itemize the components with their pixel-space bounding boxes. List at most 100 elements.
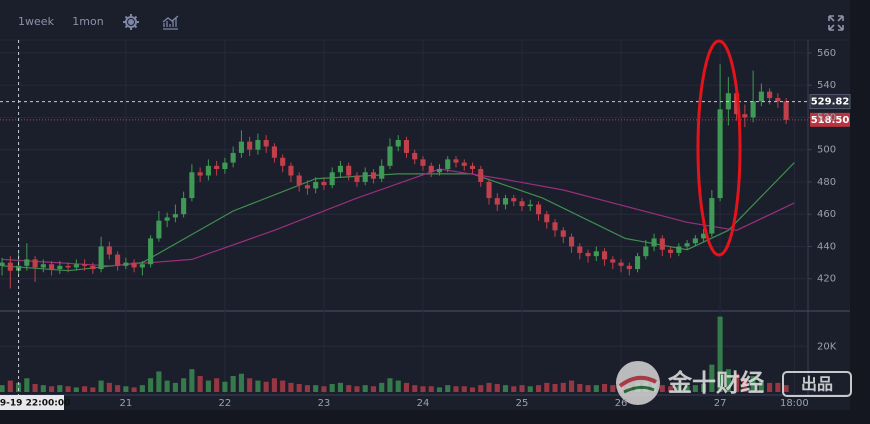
- volume-bar: [387, 378, 393, 392]
- ma-layer: [2, 162, 795, 272]
- volume-bar: [412, 385, 418, 392]
- fullscreen-icon[interactable]: [828, 15, 844, 31]
- candle-body: [247, 141, 253, 150]
- volume-bar: [610, 385, 616, 392]
- candle-body: [40, 264, 46, 268]
- candle-body: [445, 159, 451, 170]
- period-button[interactable]: 1mon: [72, 15, 103, 28]
- y-tick-label: 480: [817, 177, 836, 188]
- candle-body: [230, 152, 236, 163]
- candle-body: [494, 198, 500, 205]
- x-tick-label: 25: [516, 398, 529, 409]
- volume-bar: [717, 316, 723, 392]
- candle-body: [668, 249, 674, 253]
- volume-bar: [346, 385, 352, 392]
- candle-body: [519, 201, 525, 207]
- candle-body: [321, 181, 327, 186]
- volume-bar: [552, 384, 558, 392]
- candle-body: [610, 259, 616, 263]
- watermark: 金十财经 出品: [616, 361, 852, 405]
- x-tick-label: 21: [119, 398, 132, 409]
- settings-icon[interactable]: [123, 14, 139, 30]
- candle-body: [90, 265, 96, 270]
- volume-bar: [296, 384, 302, 392]
- candle-body: [189, 172, 195, 199]
- candle-body: [197, 172, 203, 176]
- candle-layer: [0, 64, 789, 289]
- candle-body: [635, 256, 641, 270]
- indicator-icon[interactable]: [162, 15, 179, 30]
- candle-body: [255, 140, 261, 150]
- highlight-ellipse: [696, 39, 742, 257]
- candle-body: [676, 246, 682, 253]
- y-tick-label: 540: [817, 80, 836, 91]
- period-button[interactable]: 1week: [18, 15, 55, 28]
- volume-bar: [247, 378, 253, 392]
- candle-body: [156, 220, 162, 239]
- volume-bar: [197, 376, 203, 392]
- volume-bar: [742, 378, 748, 392]
- candle-body: [139, 264, 145, 268]
- volume-bar: [403, 382, 410, 392]
- volume-bar: [337, 382, 344, 392]
- volume-bar: [49, 386, 55, 392]
- volume-bar: [379, 382, 385, 392]
- y-tick-label: 500: [817, 145, 836, 156]
- volume-bar: [502, 385, 509, 392]
- candle-body: [502, 198, 509, 205]
- candle-body: [511, 198, 517, 202]
- candle-body: [420, 159, 426, 166]
- volume-bar: [478, 385, 484, 392]
- volume-bar: [65, 386, 71, 392]
- volume-bar: [0, 385, 5, 392]
- volume-bar: [172, 382, 178, 392]
- volume-bar: [568, 380, 575, 392]
- volume-bar: [395, 380, 401, 392]
- volume-bar: [659, 385, 665, 392]
- volume-bar: [593, 385, 599, 392]
- candle-body: [684, 243, 690, 247]
- right-strip: [850, 0, 870, 424]
- candle-body: [734, 93, 740, 115]
- candle-body: [428, 165, 434, 173]
- volume-bar: [585, 385, 591, 392]
- volume-bar: [181, 378, 187, 392]
- candle-body: [7, 262, 13, 271]
- volume-layer: [0, 316, 789, 392]
- candle-body: [82, 264, 88, 266]
- candle-body: [106, 246, 112, 255]
- candle-body: [57, 265, 63, 270]
- candle-body: [486, 181, 492, 199]
- volume-bar: [511, 386, 517, 392]
- volume-bar: [24, 378, 30, 392]
- volume-bar: [527, 386, 533, 392]
- volume-bar: [469, 387, 476, 392]
- candle-body: [0, 262, 5, 266]
- candle-body: [214, 165, 220, 170]
- crosshair-price-label: 529.82: [811, 97, 850, 108]
- candle-body: [701, 233, 707, 239]
- volume-bar: [601, 384, 608, 392]
- candle-body: [742, 114, 748, 118]
- volume-bar: [577, 384, 583, 392]
- volume-bar: [205, 380, 211, 392]
- candle-body: [362, 172, 368, 182]
- volume-bar: [148, 378, 154, 392]
- candle-body: [767, 91, 773, 99]
- volume-bar: [486, 382, 492, 392]
- candle-body: [568, 236, 575, 247]
- volume-bar: [16, 382, 22, 392]
- volume-bar: [40, 385, 46, 392]
- volume-bar: [222, 381, 228, 392]
- volume-bar: [214, 378, 220, 392]
- watermark-text: 出品: [801, 375, 833, 394]
- watermark-logo: [616, 361, 660, 405]
- volume-bar: [230, 376, 236, 392]
- x-tick-label: 27: [714, 398, 727, 409]
- candle-body: [387, 146, 393, 166]
- candle-body: [115, 254, 121, 266]
- candle-body: [527, 204, 533, 207]
- y-tick-label: 520: [817, 112, 836, 123]
- candle-body: [709, 198, 715, 234]
- candle-body: [98, 246, 104, 270]
